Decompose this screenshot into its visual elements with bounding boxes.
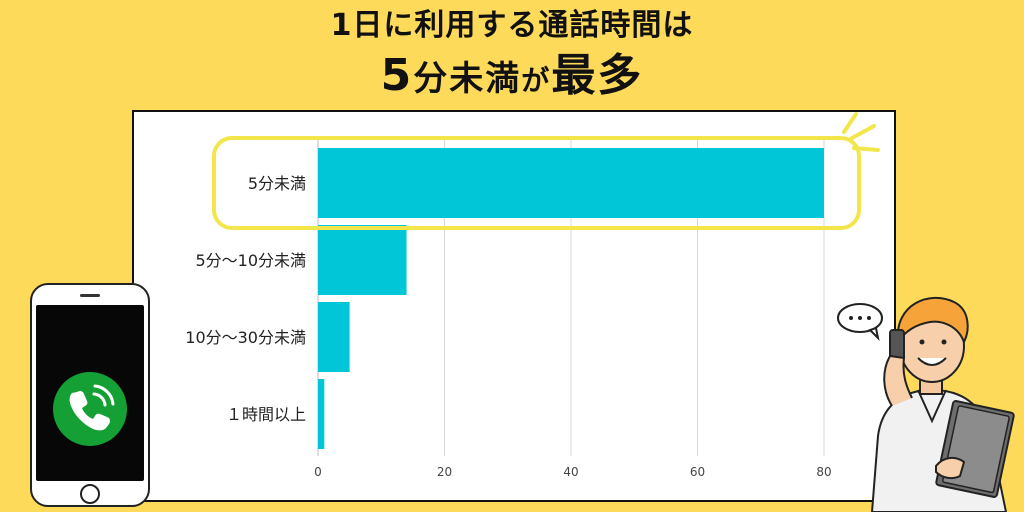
phone-home-button <box>80 484 100 504</box>
highlight-frame <box>212 136 861 230</box>
x-tick-label: 80 <box>816 465 831 479</box>
bar <box>318 302 350 372</box>
speech-bubble-icon <box>837 303 883 342</box>
phone-call-icon <box>53 372 127 446</box>
category-label: １時間以上 <box>226 405 306 424</box>
headline-line-1: 1日に利用する通話時間は <box>330 8 694 43</box>
category-label: 5分未満 <box>248 174 306 193</box>
headline-line-2: 5分未満が最多 <box>0 52 1024 105</box>
bar <box>318 379 325 449</box>
category-label: 5分〜10分未満 <box>195 251 306 270</box>
category-label: 10分〜30分未満 <box>185 328 306 347</box>
headline: 1日に利用する通話時間は 5分未満が最多 <box>0 6 1024 105</box>
emphasis-mark <box>852 146 880 152</box>
x-tick-label: 60 <box>690 465 705 479</box>
phone-speaker <box>80 294 100 297</box>
chart-panel: 0 20 40 60 80 5分未満 5分〜10分未満 10分〜30分未満 １時間以上 <box>132 110 896 502</box>
headline-number: 5 <box>380 50 414 101</box>
headline-unit: 分未満 <box>413 59 522 99</box>
businessman-illustration <box>837 296 1015 512</box>
phone-screen <box>36 305 144 481</box>
smartphone-icon <box>30 283 150 507</box>
bar-chart: 0 20 40 60 80 5分未満 5分〜10分未満 10分〜30分未満 １時間以上 <box>185 112 880 479</box>
bar <box>318 148 824 218</box>
emphasis-mark <box>850 124 876 140</box>
x-tick-label: 20 <box>437 465 452 479</box>
x-tick-label: 40 <box>563 465 578 479</box>
headline-emphasis: 最多 <box>551 50 644 101</box>
bar <box>318 225 407 295</box>
emphasis-mark <box>842 112 858 134</box>
headline-particle: が <box>521 64 552 97</box>
x-tick-label: 0 <box>314 465 322 479</box>
